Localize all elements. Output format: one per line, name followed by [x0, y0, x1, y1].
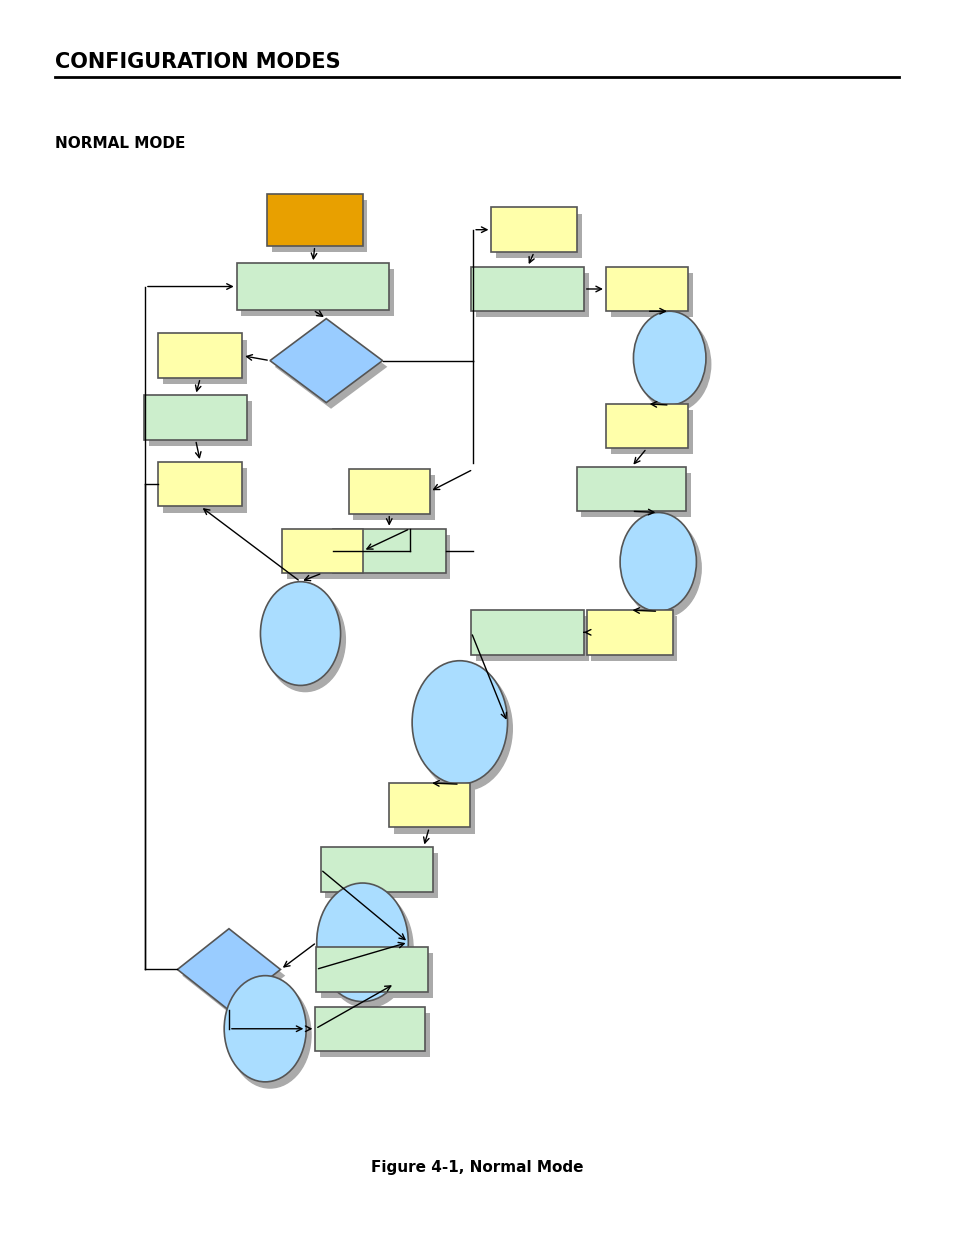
FancyBboxPatch shape: [576, 467, 685, 511]
Circle shape: [633, 311, 705, 405]
Text: NORMAL MODE: NORMAL MODE: [55, 136, 186, 151]
Circle shape: [619, 513, 696, 611]
Circle shape: [321, 889, 413, 1008]
FancyBboxPatch shape: [144, 395, 247, 440]
FancyBboxPatch shape: [241, 269, 394, 316]
Polygon shape: [182, 935, 285, 1016]
FancyBboxPatch shape: [163, 468, 247, 513]
Circle shape: [260, 582, 340, 685]
Polygon shape: [274, 325, 387, 409]
Text: CONFIGURATION MODES: CONFIGURATION MODES: [55, 52, 340, 72]
FancyBboxPatch shape: [605, 404, 687, 448]
FancyBboxPatch shape: [491, 207, 577, 252]
FancyBboxPatch shape: [476, 616, 588, 661]
FancyBboxPatch shape: [610, 410, 692, 454]
FancyBboxPatch shape: [471, 610, 583, 655]
FancyBboxPatch shape: [349, 469, 429, 514]
FancyBboxPatch shape: [610, 273, 692, 317]
FancyBboxPatch shape: [315, 947, 428, 992]
FancyBboxPatch shape: [337, 535, 450, 579]
FancyBboxPatch shape: [158, 333, 242, 378]
Circle shape: [412, 661, 507, 784]
FancyBboxPatch shape: [605, 267, 687, 311]
Polygon shape: [177, 929, 280, 1010]
FancyBboxPatch shape: [287, 535, 368, 579]
FancyBboxPatch shape: [393, 789, 475, 834]
Polygon shape: [270, 319, 382, 403]
Circle shape: [229, 982, 311, 1088]
FancyBboxPatch shape: [282, 529, 363, 573]
FancyBboxPatch shape: [471, 267, 583, 311]
FancyBboxPatch shape: [314, 1007, 424, 1051]
FancyBboxPatch shape: [149, 401, 252, 446]
FancyBboxPatch shape: [163, 340, 247, 384]
FancyBboxPatch shape: [267, 194, 362, 246]
FancyBboxPatch shape: [325, 853, 437, 898]
Text: Figure 4-1, Normal Mode: Figure 4-1, Normal Mode: [371, 1160, 582, 1174]
FancyBboxPatch shape: [333, 529, 445, 573]
FancyBboxPatch shape: [236, 263, 389, 310]
FancyBboxPatch shape: [320, 953, 433, 998]
Circle shape: [265, 588, 345, 692]
FancyBboxPatch shape: [272, 200, 367, 252]
FancyBboxPatch shape: [353, 475, 435, 520]
FancyBboxPatch shape: [496, 214, 581, 258]
FancyBboxPatch shape: [591, 616, 677, 661]
FancyBboxPatch shape: [476, 273, 588, 317]
FancyBboxPatch shape: [389, 783, 469, 827]
FancyBboxPatch shape: [320, 847, 433, 892]
Circle shape: [624, 519, 700, 618]
FancyBboxPatch shape: [320, 1013, 429, 1057]
Circle shape: [416, 667, 512, 790]
Circle shape: [316, 883, 408, 1002]
Circle shape: [638, 317, 710, 411]
Circle shape: [224, 976, 306, 1082]
FancyBboxPatch shape: [158, 462, 242, 506]
FancyBboxPatch shape: [581, 473, 690, 517]
FancyBboxPatch shape: [586, 610, 672, 655]
